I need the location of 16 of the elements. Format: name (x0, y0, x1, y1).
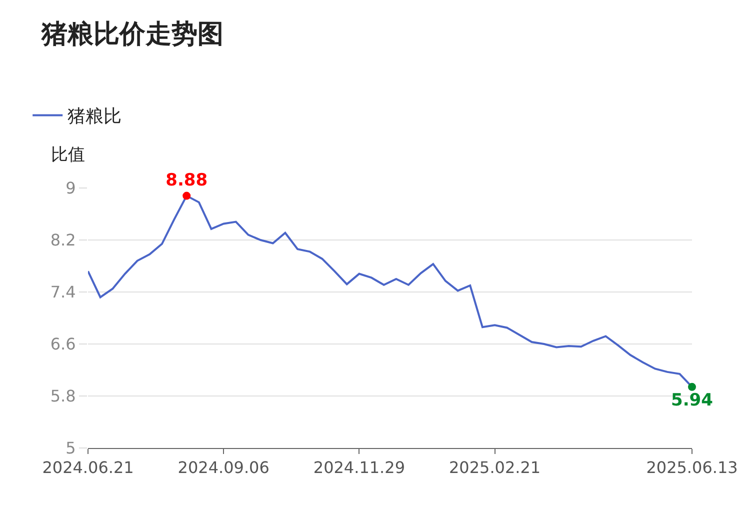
y-tick-label: 9 (66, 178, 76, 198)
y-tick-label: 8.2 (50, 230, 76, 250)
y-axis-title: 比值 (51, 145, 85, 165)
x-tick-label: 2024.11.29 (313, 458, 405, 478)
y-tick-label: 7.4 (50, 282, 76, 302)
data-label: 5.94 (671, 390, 714, 411)
y-tick-label: 5 (66, 438, 76, 458)
chart-title: 猪粮比价走势图 (40, 19, 224, 50)
x-tick-label: 2024.06.21 (42, 458, 134, 478)
x-tick-label: 2025.02.21 (448, 458, 541, 478)
y-tick-label: 5.8 (50, 386, 76, 406)
data-label: 8.88 (166, 170, 208, 191)
legend-label: 猪粮比 (68, 106, 122, 128)
x-tick-label: 2025.06.13 (646, 458, 738, 478)
x-tick-label: 2024.09.06 (178, 458, 270, 478)
y-tick-label: 6.6 (50, 334, 76, 354)
